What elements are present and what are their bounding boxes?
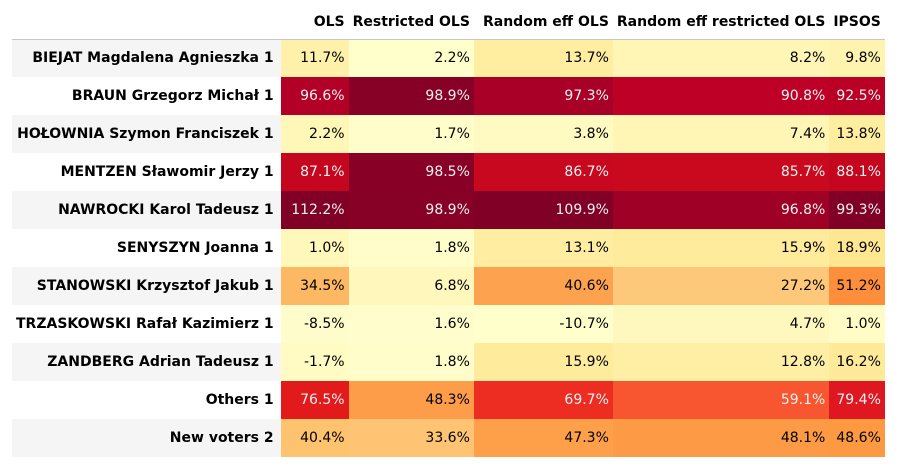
table-row: MENTZEN Sławomir Jerzy 1 87.1% 98.5% 86.7% 8… [12,153,885,191]
value-cell: 9.8% [829,39,885,77]
table-row: SENYSZYN Joanna 1 1.0% 1.8% 13.1% 15.9% 18.9% [12,229,885,267]
value-cell: 1.8% [348,343,474,381]
row-label: BIEJAT Magdalena Agnieszka 1 [12,39,281,77]
value-cell: 112.2% [280,191,349,229]
value-cell: 90.8% [612,77,830,115]
value-cell: 96.6% [280,77,349,115]
value-cell: 2.2% [348,39,474,77]
value-cell: 85.7% [612,153,830,191]
value-cell: 4.7% [612,305,830,343]
value-cell: -10.7% [473,305,613,343]
table-row: Others 1 76.5% 48.3% 69.7% 59.1% 79.4% [12,381,885,419]
value-cell: 2.2% [280,115,349,153]
value-cell: 97.3% [473,77,613,115]
table-row: ZANDBERG Adrian Tadeusz 1 -1.7% 1.8% 15.9% 1… [12,343,885,381]
value-cell: 109.9% [473,191,613,229]
value-cell: 40.6% [473,267,613,305]
row-label: New voters 2 [12,419,281,457]
value-cell: 12.8% [612,343,830,381]
value-cell: 18.9% [829,229,885,267]
value-cell: 15.9% [612,229,830,267]
value-cell: 79.4% [829,381,885,419]
table-row: TRZASKOWSKI Rafał Kazimierz 1 -8.5% 1.6% -1… [12,305,885,343]
value-cell: 1.8% [348,229,474,267]
table-row: HOŁOWNIA Szymon Franciszek 1 2.2% 1.7% 3.8%… [12,115,885,153]
row-label: MENTZEN Sławomir Jerzy 1 [12,153,281,191]
value-cell: 34.5% [280,267,349,305]
value-cell: 13.7% [473,39,613,77]
value-cell: 88.1% [829,153,885,191]
row-label: TRZASKOWSKI Rafał Kazimierz 1 [12,305,281,343]
value-cell: 6.8% [348,267,474,305]
value-cell: 98.5% [348,153,474,191]
row-label: NAWROCKI Karol Tadeusz 1 [12,191,281,229]
row-label: SENYSZYN Joanna 1 [12,229,281,267]
row-label: STANOWSKI Krzysztof Jakub 1 [12,267,281,305]
table-row: NAWROCKI Karol Tadeusz 1 112.2% 98.9% 109.9… [12,191,885,229]
table-row: New voters 2 40.4% 33.6% 47.3% 48.1% 48.6% [12,419,885,457]
value-cell: 99.3% [829,191,885,229]
value-cell: 98.9% [348,77,474,115]
value-cell: 27.2% [612,267,830,305]
column-header: OLS [280,5,349,40]
row-label: HOŁOWNIA Szymon Franciszek 1 [12,115,281,153]
value-cell: 16.2% [829,343,885,381]
value-cell: 48.1% [612,419,830,457]
value-cell: 96.8% [612,191,830,229]
value-cell: 92.5% [829,77,885,115]
value-cell: 40.4% [280,419,349,457]
value-cell: 3.8% [473,115,613,153]
corner-header [12,5,281,40]
value-cell: 98.9% [348,191,474,229]
value-cell: 87.1% [280,153,349,191]
value-cell: 13.1% [473,229,613,267]
header-row: OLS Restricted OLS Random eff OLS Random… [12,5,885,40]
value-cell: 15.9% [473,343,613,381]
row-label: Others 1 [12,381,281,419]
value-cell: 48.6% [829,419,885,457]
value-cell: 1.0% [280,229,349,267]
row-label: ZANDBERG Adrian Tadeusz 1 [12,343,281,381]
table-body: BIEJAT Magdalena Agnieszka 1 11.7% 2.2% 13.… [12,39,885,457]
value-cell: 51.2% [829,267,885,305]
table-row: BIEJAT Magdalena Agnieszka 1 11.7% 2.2% 13.… [12,39,885,77]
value-cell: 7.4% [612,115,830,153]
value-cell: 47.3% [473,419,613,457]
value-cell: 33.6% [348,419,474,457]
value-cell: 1.0% [829,305,885,343]
value-cell: 86.7% [473,153,613,191]
results-table: OLS Restricted OLS Random eff OLS Random… [12,5,885,457]
value-cell: -8.5% [280,305,349,343]
value-cell: 11.7% [280,39,349,77]
value-cell: 1.6% [348,305,474,343]
table-row: BRAUN Grzegorz Michał 1 96.6% 98.9% 97.3% 90… [12,77,885,115]
value-cell: 13.8% [829,115,885,153]
column-header: Random eff OLS [473,5,613,40]
table-row: STANOWSKI Krzysztof Jakub 1 34.5% 6.8% 40.6… [12,267,885,305]
value-cell: 1.7% [348,115,474,153]
value-cell: 8.2% [612,39,830,77]
column-header: Restricted OLS [348,5,474,40]
value-cell: 48.3% [348,381,474,419]
row-label: BRAUN Grzegorz Michał 1 [12,77,281,115]
value-cell: 59.1% [612,381,830,419]
index-header-fragment [0,12,5,26]
value-cell: 76.5% [280,381,349,419]
value-cell: -1.7% [280,343,349,381]
column-header: Random eff restricted OLS [612,5,830,40]
column-header: IPSOS [829,5,885,40]
value-cell: 69.7% [473,381,613,419]
